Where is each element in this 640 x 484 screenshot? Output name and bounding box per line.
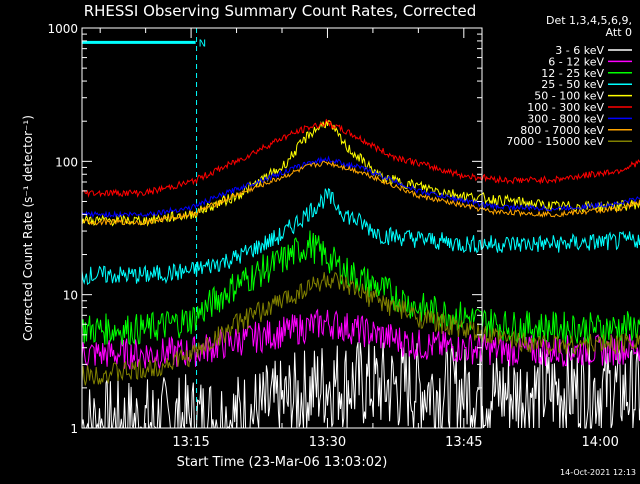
plot-frame [81,27,483,429]
x-tick-label: 13:45 [445,435,482,450]
legend-label-2: 12 - 25 keV [541,67,604,80]
x-tick-label: 14:00 [581,435,618,450]
legend-header-1: Det 1,3,4,5,6,9, [546,14,632,27]
legend-label-3: 25 - 50 keV [541,78,604,91]
series-line-6 [81,155,640,219]
legend-label-8: 7000 - 15000 keV [506,135,604,148]
legend-label-5: 100 - 300 keV [527,101,604,114]
legend-label-7: 800 - 7000 keV [520,124,604,137]
night-bar-label: N [199,38,206,49]
chart-title: RHESSI Observing Summary Count Rates, Co… [84,2,477,20]
legend-label-6: 300 - 800 keV [527,112,604,125]
y-tick-label: 1 [70,422,78,436]
y-tick-label: 10 [63,289,78,303]
legend-header-2: Att 0 [606,26,632,39]
series-line-3 [81,187,640,286]
legend-label-4: 50 - 100 keV [534,90,604,103]
series-line-1 [81,308,640,370]
x-tick-label: 13:30 [309,435,346,450]
series-line-7 [81,160,640,226]
legend-label-0: 3 - 6 keV [555,44,604,57]
y-axis-label: Corrected Count Rate (s⁻¹ detector⁻¹) [21,115,35,341]
series-line-5 [81,118,640,198]
series-line-8 [81,272,640,386]
x-tick-label: 13:15 [172,435,209,450]
series-line-0 [81,341,640,430]
y-tick-label: 1000 [47,22,78,36]
plot-area: NF [81,28,640,430]
y-axis: 1 10 100 1000 [47,22,482,436]
y-tick-label: 100 [55,155,78,169]
legend-label-1: 6 - 12 keV [548,55,604,68]
x-axis-label: Start Time (23-Mar-06 13:03:02) [177,455,388,470]
footer-timestamp: 14-Oct-2021 12:13 [560,468,636,477]
